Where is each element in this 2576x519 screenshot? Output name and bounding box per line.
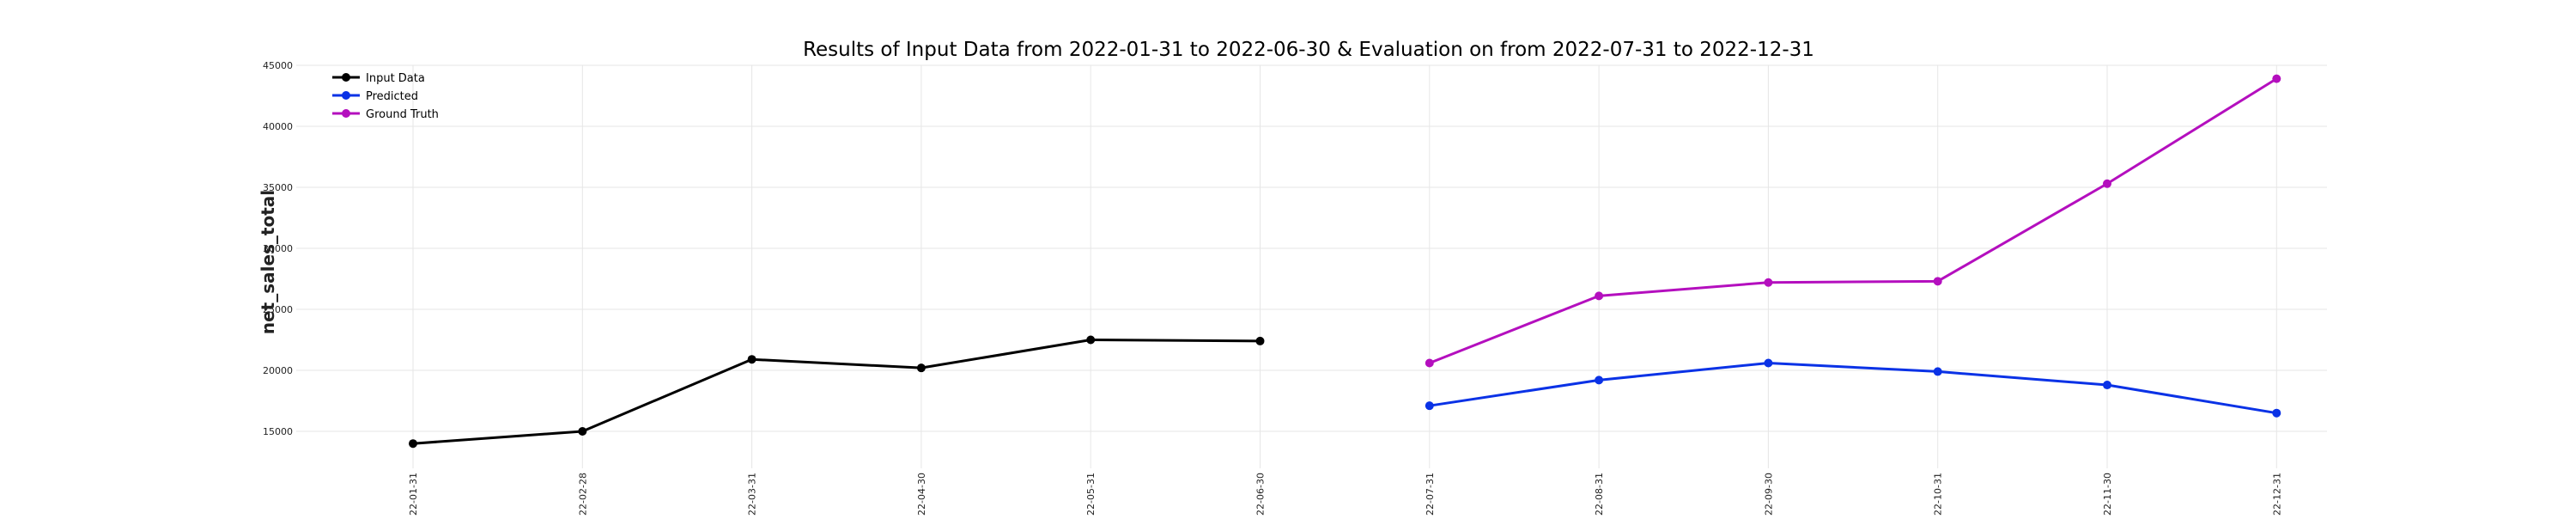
data-point [1425,401,1434,411]
chart-title: Results of Input Data from 2022-01-31 to… [803,39,1814,61]
legend-label: Ground Truth [366,108,439,121]
legend-entry: Predicted [332,90,418,103]
data-point [916,363,926,373]
x-tick-label: 022-05-31 [1085,473,1097,516]
legend-entry: Ground Truth [332,108,439,121]
data-point [2103,381,2111,390]
y-axis-label: net_sales_total [258,190,278,334]
series-line [412,339,1261,445]
x-tick-label: 022-12-31 [2271,473,2282,516]
x-axis-ticks: 022-01-31 022-02-28 022-03-31 022-04-30 022-… [408,473,2282,519]
legend: Input Data Predicted Ground Truth [332,72,439,121]
legend-marker [342,73,350,82]
legend-label: Predicted [366,90,418,103]
data-point [1255,336,1265,345]
data-point [2272,408,2281,418]
y-tick-label: 20000 [263,365,293,376]
data-point [2272,74,2281,83]
grid-layer [296,64,2327,468]
series-predicted [1425,358,2281,418]
y-axis-ticks: 15000 20000 25000 30000 35000 40000 45000 [263,60,293,437]
data-point [747,355,756,364]
data-point [1425,358,1434,368]
data-point [1933,367,1942,376]
x-tick-label: 022-04-30 [916,473,927,516]
x-tick-label: 022-07-31 [1425,473,1436,516]
legend-marker [342,91,350,100]
x-tick-label: 022-09-30 [1763,473,1774,516]
data-point [1086,335,1096,345]
legend-marker [342,109,350,118]
x-tick-label: 022-01-31 [408,473,419,516]
data-point [1595,291,1604,301]
x-tick-label: 022-10-31 [1933,473,1944,516]
x-tick-label: 022-11-30 [2102,473,2113,516]
x-tick-label: 022-03-31 [747,473,758,516]
series-layer [409,74,2281,449]
series-line [1429,77,2278,364]
x-tick-label: 022-06-30 [1255,473,1267,516]
data-point [1933,277,1942,286]
data-point [2103,179,2111,188]
data-point [578,427,587,436]
y-tick-label: 30000 [263,243,293,254]
legend-label: Input Data [366,72,425,85]
y-tick-label: 40000 [263,121,293,132]
legend-entry: Input Data [332,72,425,85]
data-point [1764,278,1773,287]
series-ground-truth [1425,74,2281,368]
y-tick-label: 25000 [263,304,293,315]
y-tick-label: 45000 [263,60,293,71]
data-point [1595,376,1604,385]
series-line [1429,361,2277,415]
series-input-data [409,335,1265,449]
y-tick-label: 15000 [263,426,293,437]
x-tick-label: 022-02-28 [577,473,588,516]
y-tick-label: 35000 [263,182,293,193]
data-point [409,439,417,449]
x-tick-label: 022-08-31 [1594,473,1605,516]
data-point [1764,358,1773,368]
